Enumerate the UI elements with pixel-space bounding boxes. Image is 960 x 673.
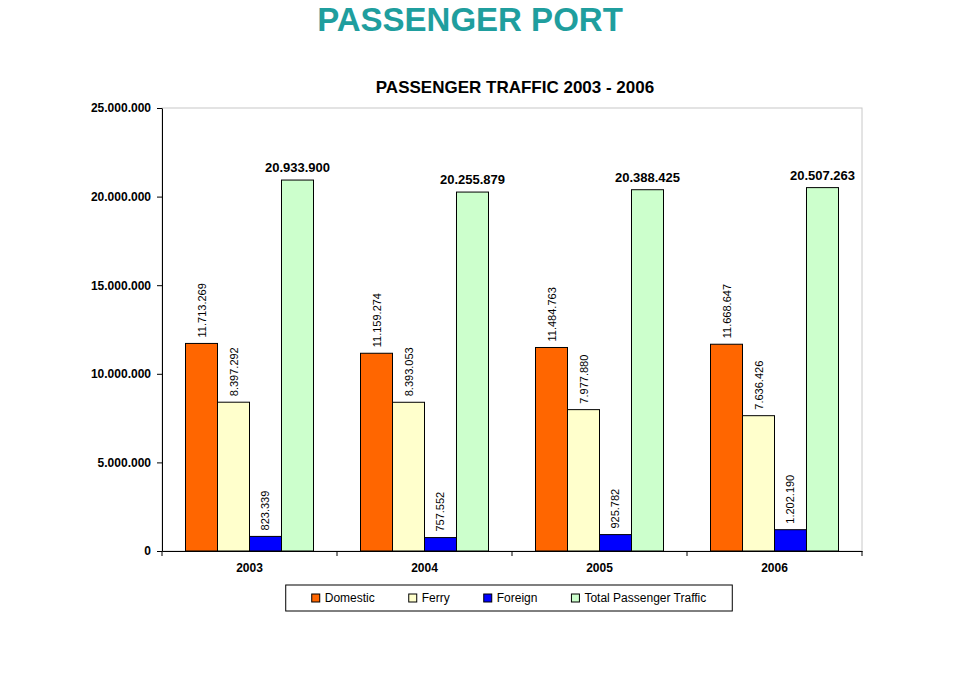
tick-label: 2006 [761, 561, 788, 575]
bar [631, 190, 663, 551]
tick-mark [157, 462, 162, 463]
data-label: 20.933.900 [265, 160, 330, 175]
tick-mark [157, 374, 162, 375]
tick-label: 0 [144, 544, 151, 558]
data-label: 11.484.763 [546, 287, 558, 341]
background [0, 0, 960, 673]
legend-swatch [484, 594, 492, 602]
legend-item: Domestic [312, 591, 375, 605]
data-label: 11.159.274 [371, 293, 383, 347]
tick-label: 5.000.000 [98, 456, 152, 470]
tick-label: 15.000.000 [91, 279, 151, 293]
y-tick: 15.000.000 [91, 279, 162, 293]
data-label: 823.339 [259, 491, 271, 531]
x-axis: 2003 2004 2005 2006 [163, 551, 863, 575]
y-tick: 25.000.000 [91, 101, 162, 115]
legend-box [286, 585, 733, 611]
legend-swatch [312, 594, 320, 602]
data-labels: 11.713.269 11.159.274 11.484.763 11.668.647… [196, 160, 856, 532]
x-tick: 2005 [586, 551, 613, 575]
legend: Domestic Ferry Foreign Total Passenger Traf… [286, 585, 733, 611]
bar [281, 180, 313, 551]
x-tick: 2006 [761, 551, 788, 575]
legend-item: Total Passenger Traffic [571, 591, 706, 605]
data-label: 20.507.263 [790, 168, 855, 183]
bar [218, 402, 250, 551]
tick-label: 20.000.000 [91, 190, 151, 204]
y-tick: 0 [144, 544, 162, 558]
bar [393, 402, 425, 551]
chart-title: PASSENGER TRAFFIC 2003 - 2006 [376, 78, 654, 97]
legend-label: Foreign [497, 591, 538, 605]
page-title: PASSENGER PORT [317, 1, 623, 38]
legend-swatch [409, 594, 417, 602]
category-separators [162, 551, 862, 556]
bar [743, 416, 775, 551]
bar [456, 192, 488, 551]
tick-mark [157, 285, 162, 286]
bar [536, 347, 568, 551]
data-label: 7.977.880 [578, 355, 590, 404]
data-label: 757.552 [434, 492, 446, 532]
plot-frame [162, 108, 862, 551]
bar [361, 353, 393, 551]
legend-swatch [571, 594, 579, 602]
x-tick: 2003 [236, 551, 263, 575]
axis-line [163, 551, 863, 552]
tick-label: 2005 [586, 561, 613, 575]
data-label: 11.713.269 [196, 283, 208, 337]
tick-mark [157, 551, 162, 552]
data-label: 925.782 [609, 489, 621, 529]
data-label: 1.202.190 [784, 475, 796, 524]
legend-label: Ferry [422, 591, 450, 605]
tick-mark [157, 108, 162, 109]
axis-line [162, 109, 163, 552]
legend-item: Ferry [409, 591, 450, 605]
data-label: 20.388.425 [615, 170, 680, 185]
data-label: 7.636.426 [753, 361, 765, 410]
bar [425, 538, 457, 551]
tick-label: 10.000.000 [91, 367, 151, 381]
y-tick: 20.000.000 [91, 190, 162, 204]
bar [250, 536, 282, 551]
y-tick: 5.000.000 [98, 456, 162, 470]
bars [186, 180, 839, 551]
data-label: 20.255.879 [440, 172, 505, 187]
legend-item: Foreign [484, 591, 538, 605]
bar [568, 410, 600, 551]
bar [806, 188, 838, 551]
y-tick: 10.000.000 [91, 367, 162, 381]
legend-label: Total Passenger Traffic [584, 591, 706, 605]
x-tick: 2004 [411, 551, 438, 575]
tick-mark [157, 197, 162, 198]
tick-label: 25.000.000 [91, 101, 151, 115]
data-label: 11.668.647 [721, 284, 733, 338]
data-label: 8.397.292 [228, 347, 240, 396]
bar [711, 344, 743, 551]
tick-label: 2003 [236, 561, 263, 575]
chart-svg: PASSENGER PORT PASSENGER TRAFFIC 2003 - 2… [0, 0, 960, 673]
bar [600, 535, 632, 551]
bar [775, 530, 807, 551]
data-label: 8.393.053 [403, 347, 415, 396]
y-axis: 0 5.000.000 10.000.000 15.000.000 20.000.000… [91, 101, 163, 558]
legend-label: Domestic [325, 591, 375, 605]
tick-label: 2004 [411, 561, 438, 575]
bar [186, 343, 218, 551]
